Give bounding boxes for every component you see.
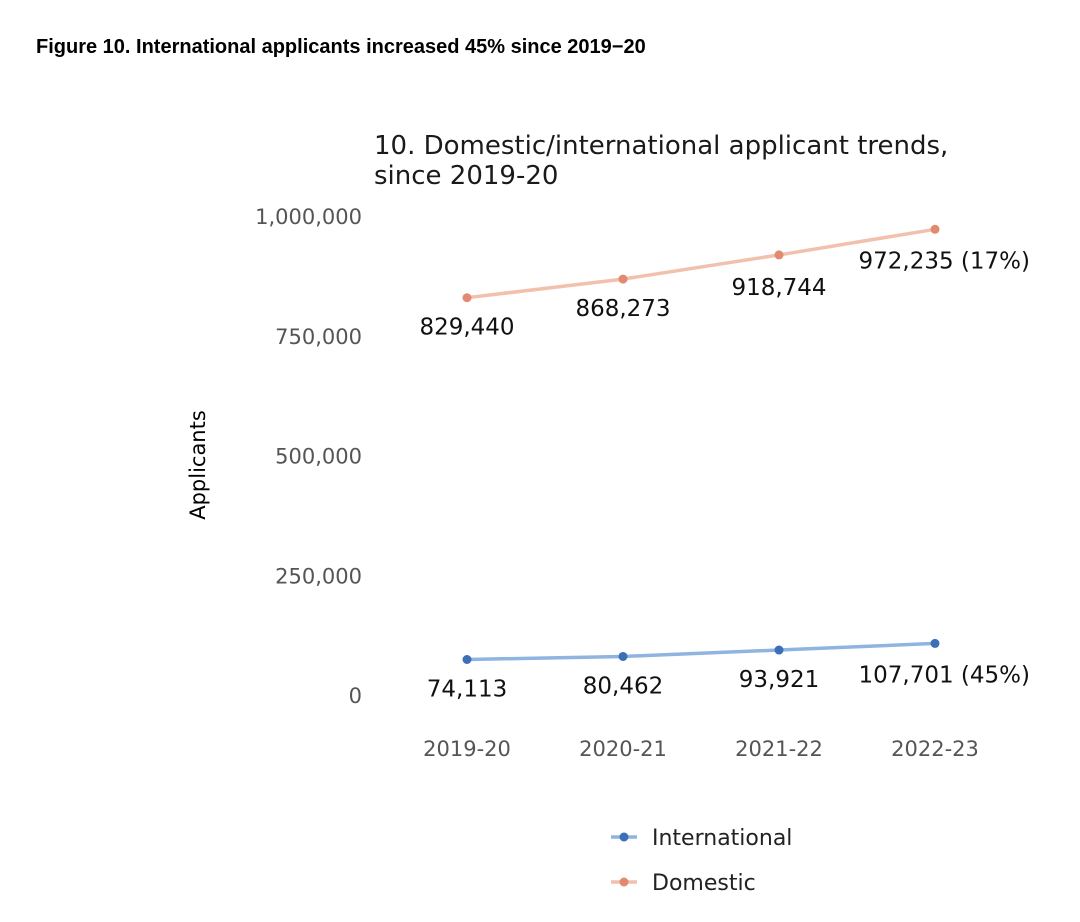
- legend-label-international: International: [652, 826, 792, 851]
- domestic-data-label: 918,744: [731, 275, 826, 301]
- y-tick-labels: 0 250,000 500,000 750,000 1,000,000: [255, 205, 362, 708]
- x-tick-label: 2019-20: [423, 737, 511, 761]
- y-axis-label: Applicants: [186, 410, 210, 520]
- legend-marker-domestic: [619, 877, 629, 887]
- chart-title-line-2: since 2019-20: [374, 161, 558, 191]
- y-tick-label: 250,000: [275, 564, 362, 588]
- x-tick-label: 2022-23: [891, 737, 979, 761]
- international-data-label: 80,462: [583, 673, 663, 699]
- international-data-label: 107,701 (45%): [859, 662, 1031, 688]
- international-data-point: [930, 638, 940, 648]
- x-tick-labels: 2019-20 2020-21 2021-22 2022-23: [423, 737, 979, 761]
- domestic-data-point: [930, 224, 940, 234]
- y-tick-label: 500,000: [275, 445, 362, 469]
- international-data-point: [618, 651, 628, 661]
- legend-marker-international: [619, 832, 629, 842]
- x-tick-label: 2021-22: [735, 737, 823, 761]
- legend-label-domestic: Domestic: [652, 871, 756, 896]
- x-tick-label: 2020-21: [579, 737, 667, 761]
- legend: International Domestic: [611, 826, 792, 896]
- domestic-data-point: [618, 274, 628, 284]
- domestic-data-label: 829,440: [419, 315, 514, 341]
- international-series-line: [465, 641, 937, 662]
- y-tick-label: 750,000: [275, 325, 362, 349]
- y-tick-label: 1,000,000: [255, 205, 362, 229]
- figure-title: Figure 10. International applicants incr…: [36, 36, 646, 58]
- chart-title-line-1: 10. Domestic/international applicant tre…: [374, 131, 948, 161]
- domestic-data-label: 868,273: [575, 296, 670, 322]
- domestic-data-point: [462, 293, 472, 303]
- international-data-point: [462, 654, 472, 664]
- series-group: 74,113 80,462 93,921 107,701 (45%) 829,440 86…: [419, 224, 1031, 702]
- international-data-point: [774, 645, 784, 655]
- domestic-data-label: 972,235 (17%): [859, 248, 1031, 274]
- international-data-label: 74,113: [427, 676, 507, 702]
- domestic-series-line: [465, 227, 937, 300]
- y-tick-label: 0: [349, 684, 362, 708]
- international-data-label: 93,921: [739, 667, 819, 693]
- domestic-data-point: [774, 250, 784, 260]
